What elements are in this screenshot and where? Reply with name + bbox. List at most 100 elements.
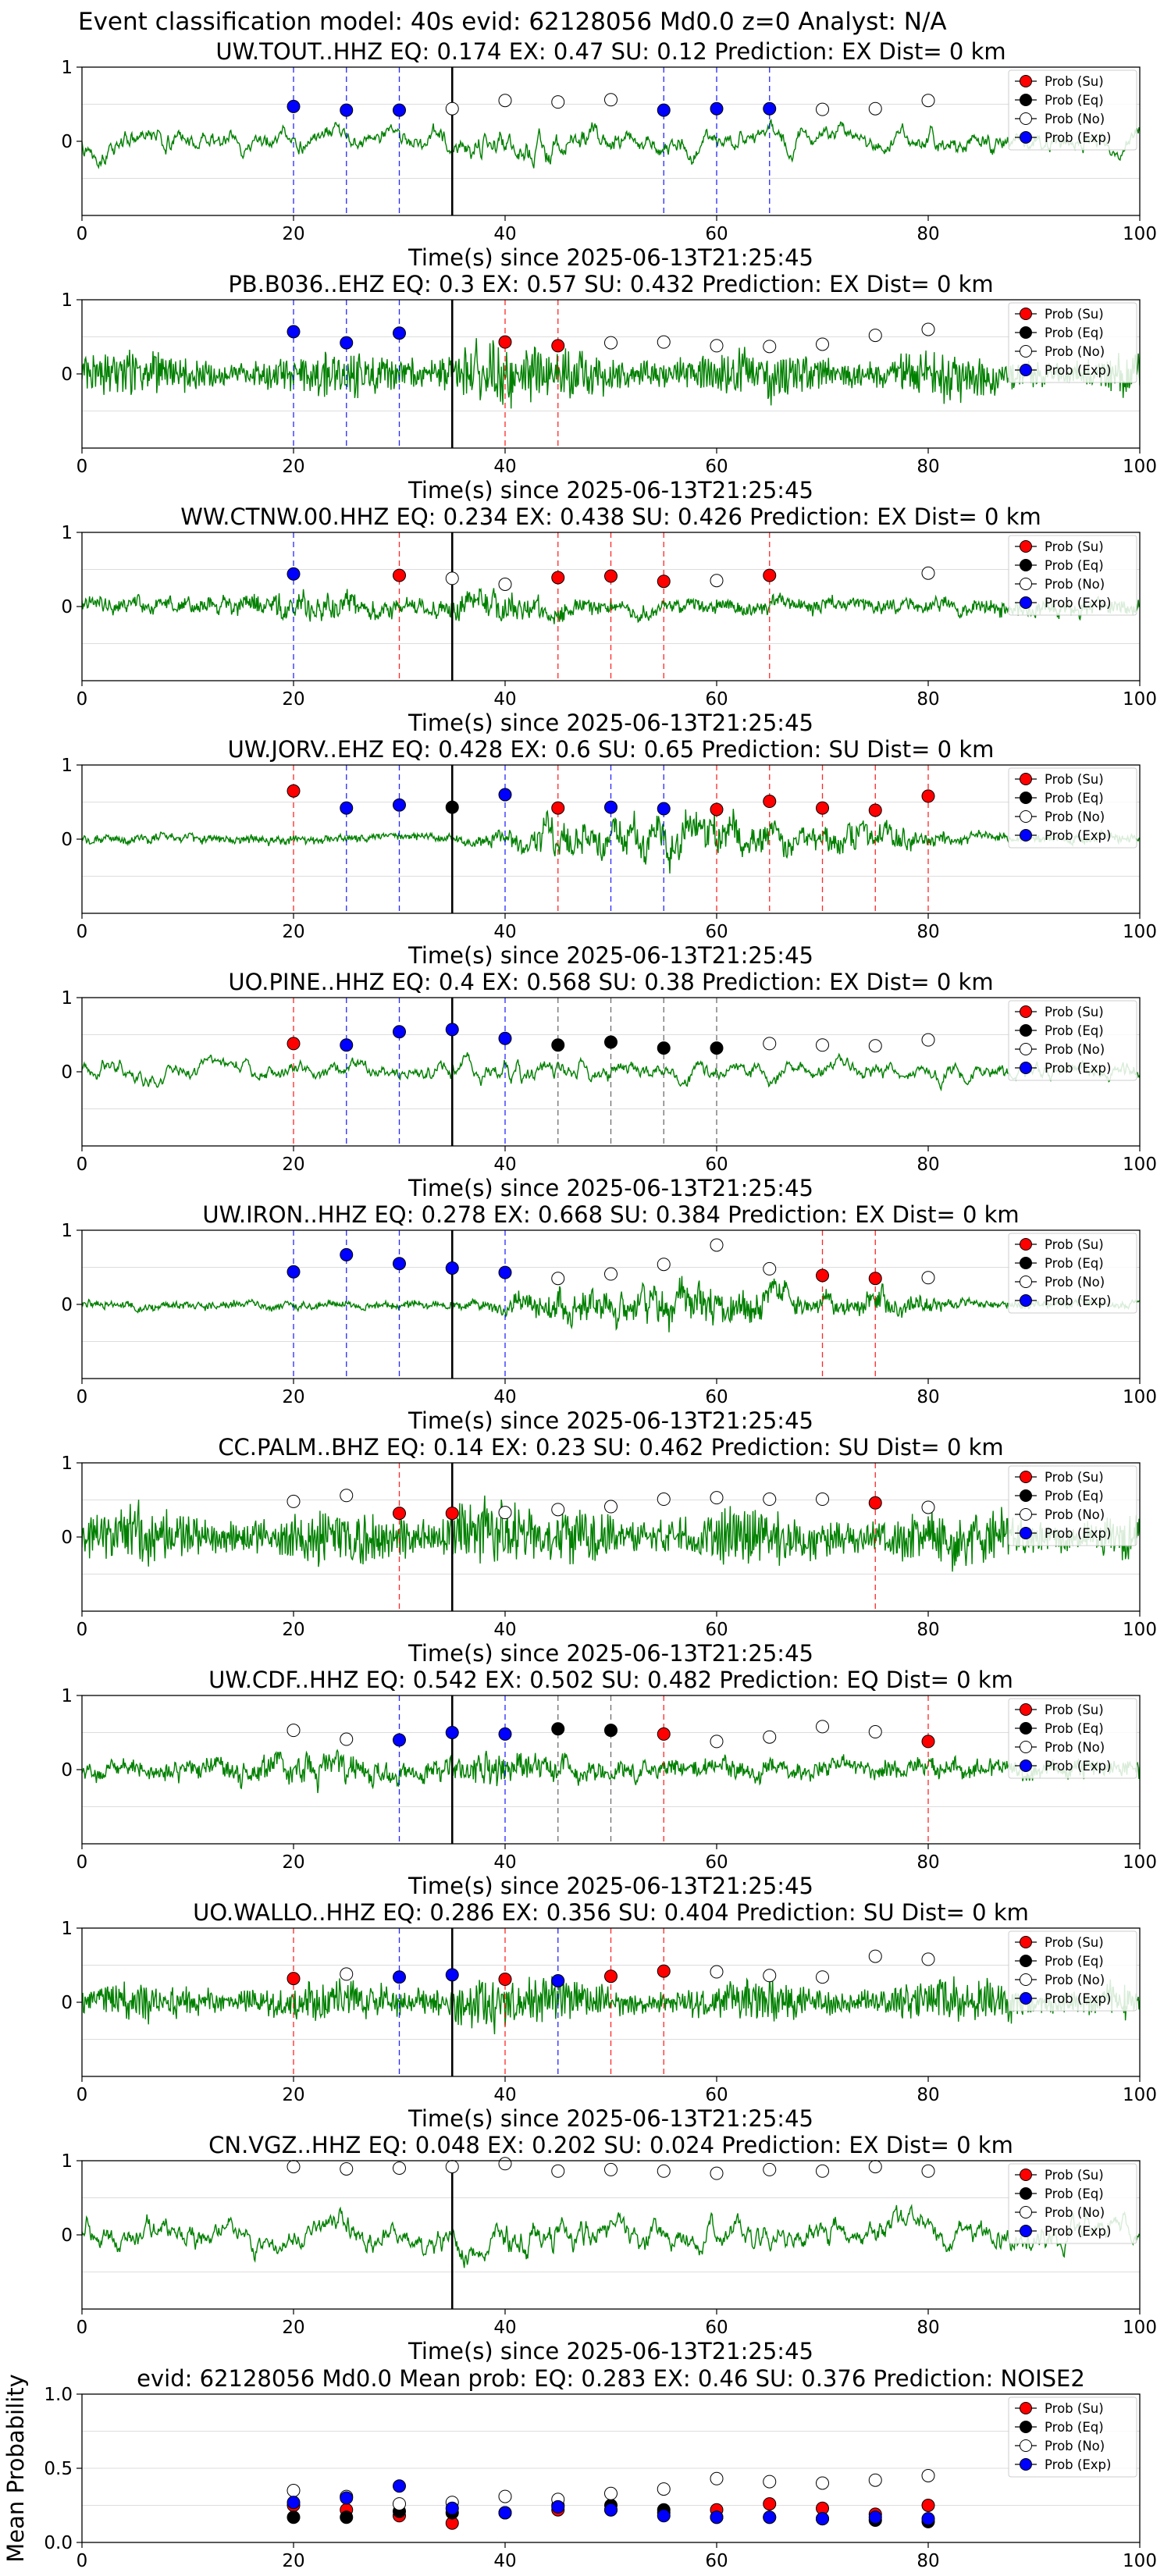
panel-title: WW.CTNW.00.HHZ EQ: 0.234 EX: 0.438 SU: 0… [180,503,1041,530]
x-tick-label: 80 [917,224,939,244]
probability-marker-no [816,1720,829,1734]
probability-marker-eq [657,1041,671,1055]
x-axis-label: Time(s) since 2025-06-13T21:25:45 [408,1175,813,1201]
mean-prob-marker-exp [816,2512,829,2526]
legend-box [1008,2396,1137,2478]
legend-label-exp: Prob (Exp) [1045,2224,1111,2239]
mean-prob-marker-no [604,2486,618,2500]
legend-label-exp: Prob (Exp) [1045,1991,1111,2006]
probability-marker-exp [287,325,301,339]
legend-label-no: Prob (No) [1045,1973,1105,1987]
legend-label-no: Prob (No) [1045,2205,1105,2220]
mean-prob-marker-exp [498,2506,512,2520]
legend-marker-eq [1020,326,1032,339]
legend-label-exp: Prob (Exp) [1045,596,1111,610]
legend-label-no: Prob (No) [1045,1275,1105,1290]
probability-marker-exp [340,1038,354,1052]
probability-marker-no [498,94,512,108]
legend-label-exp: Prob (Exp) [1045,1061,1111,1076]
trace-group [82,1749,1140,1794]
probability-marker-su [604,1969,618,1984]
probability-marker-no [763,1037,777,1051]
probability-marker-exp [393,1733,406,1747]
legend-marker-eq [1020,94,1032,106]
legend-box [1008,767,1137,849]
probability-marker-no [816,1038,829,1052]
x-tick-label: 80 [917,2551,939,2571]
x-tick-label: 100 [1123,224,1157,244]
legend-box [1008,1000,1137,1081]
legend-marker-su [1020,2169,1032,2181]
panel-title: UO.PINE..HHZ EQ: 0.4 EX: 0.568 SU: 0.38 … [228,969,993,995]
legend-label-eq: Prob (Eq) [1045,1023,1104,1038]
legend-label-no: Prob (No) [1045,344,1105,359]
axes-frame [81,1695,1141,1845]
x-tick-label: 40 [493,689,516,710]
legend-label-su: Prob (Su) [1045,1935,1104,1950]
probability-marker-eq [710,1041,724,1055]
probability-marker-no [710,1965,724,1979]
probability-marker-no [657,335,671,349]
x-tick-label: 20 [282,2085,304,2105]
probability-marker-exp [498,1031,512,1045]
probability-marker-su [657,575,671,589]
legend-marker-su [1020,1005,1032,1018]
legend-marker-exp [1020,2225,1032,2237]
probability-marker-eq [604,1035,618,1049]
x-tick-label: 0 [77,2085,88,2105]
mean-prob-marker-exp [657,2509,671,2523]
probability-marker-no [551,95,565,109]
mean-prob-marker-no [710,2471,724,2485]
legend-marker-su [1020,75,1032,87]
probability-marker-su [816,1268,829,1283]
x-tick-label: 40 [493,224,516,244]
probability-marker-no [868,1039,882,1053]
axes-frame [81,997,1141,1147]
axes-frame [81,299,1141,449]
x-tick-label: 60 [705,1620,728,1640]
mean-prob-marker-exp [393,2479,406,2493]
legend-box [1008,1698,1137,1779]
probability-marker-no [604,2162,618,2176]
legend-label-no: Prob (No) [1045,809,1105,824]
legend-marker-eq [1020,2187,1032,2200]
legend: Prob (Su) Prob (Eq) Prob (No) Prob (Exp) [1008,767,1137,849]
x-tick-label: 40 [493,1155,516,1175]
y-tick-label: 1 [61,2151,73,2172]
x-tick-label: 40 [493,2085,516,2105]
x-tick-label: 40 [493,1852,516,1873]
probability-marker-no [340,2161,354,2176]
y-tick-label: 1 [61,988,73,1009]
probability-marker-no [604,1267,618,1281]
x-tick-label: 0 [77,1620,88,1640]
probability-marker-no [921,1033,935,1047]
probability-marker-su [445,1507,459,1521]
legend-label-su: Prob (Su) [1045,539,1104,554]
x-tick-label: 40 [493,2318,516,2338]
probability-marker-no [340,1732,354,1746]
probability-marker-eq [551,1722,565,1736]
y-tick-label: 0.0 [44,2533,73,2553]
x-tick-label: 60 [705,2318,728,2338]
legend-marker-no [1020,1508,1032,1521]
probability-marker-no [868,329,882,343]
probability-marker-eq [604,1724,618,1738]
probability-marker-exp [710,101,724,116]
legend-marker-no [1020,2206,1032,2218]
probability-marker-no [445,101,459,116]
legend-marker-eq [1020,2421,1032,2433]
x-tick-label: 0 [77,2551,88,2571]
mean-prob-marker-exp [445,2501,459,2515]
y-tick-label: 0 [61,1528,73,1548]
legend-marker-eq [1020,1722,1032,1735]
probability-marker-exp [393,798,406,812]
x-tick-label: 80 [917,2318,939,2338]
legend-label-eq: Prob (Eq) [1045,558,1104,573]
legend-label-eq: Prob (Eq) [1045,326,1104,340]
y-tick-label: 0 [61,1062,73,1083]
probability-marker-su [763,568,777,582]
mean-prob-marker-su [763,2497,777,2511]
x-tick-label: 0 [77,224,88,244]
probability-marker-no [868,1949,882,1963]
legend-marker-eq [1020,1257,1032,1269]
